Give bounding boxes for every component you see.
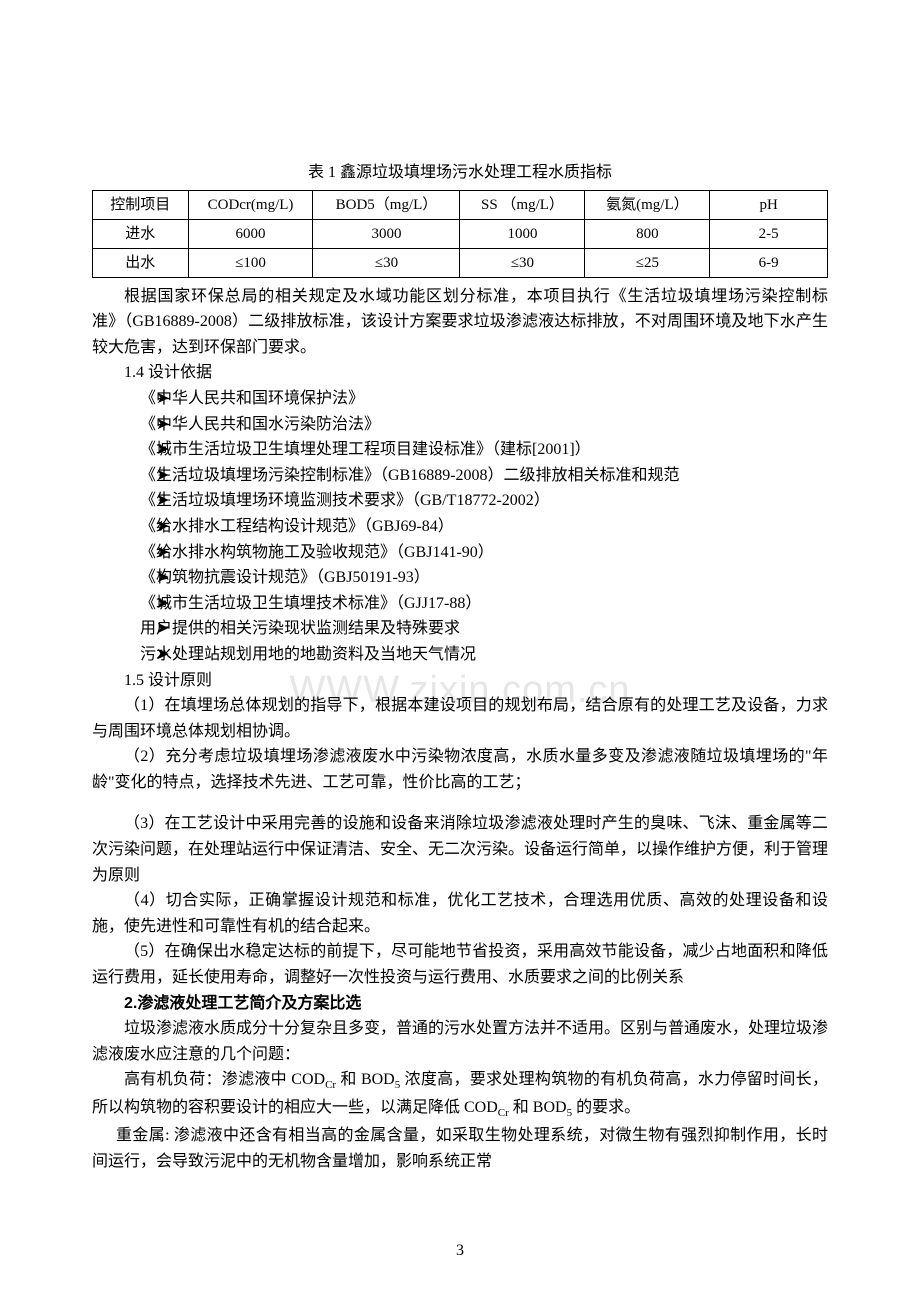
table-cell: ≤25 bbox=[585, 248, 710, 277]
table-header-cell: BOD5（mg/L） bbox=[313, 190, 460, 219]
document-content: 表 1 鑫源垃圾填埋场污水处理工程水质指标 控制项目CODcr(mg/L)BOD… bbox=[92, 160, 828, 1174]
basis-item: ➤《构筑物抗震设计规范》（GBJ50191-93） bbox=[92, 565, 828, 591]
arrow-icon: ➤ bbox=[124, 540, 140, 566]
basis-item-text: 污水处理站规划用地的地勘资料及当地天气情况 bbox=[140, 646, 476, 663]
basis-item: ➤《给水排水工程结构设计规范》（GBJ69-84） bbox=[92, 514, 828, 540]
section2-paragraph-2: 高有机负荷：渗滤液中 CODCr 和 BOD5 浓度高，要求处理构筑物的有机负荷… bbox=[92, 1067, 828, 1123]
arrow-icon: ➤ bbox=[124, 488, 140, 514]
section2-paragraph-3: 重金属: 渗滤液中还含有相当高的金属含量，如采取生物处理系统，对微生物有强烈抑制… bbox=[92, 1123, 828, 1174]
principle-item: （5）在确保出水稳定达标的前提下，尽可能地节省投资，采用高效节能设备，减少占地面… bbox=[92, 939, 828, 990]
arrow-icon: ➤ bbox=[124, 616, 140, 642]
table-cell: 6-9 bbox=[710, 248, 828, 277]
basis-item: ➤污水处理站规划用地的地勘资料及当地天气情况 bbox=[92, 642, 828, 668]
table-cell: 进水 bbox=[93, 219, 189, 248]
design-basis-list: ➤《中华人民共和国环境保护法》➤《中华人民共和国水污染防治法》➤《城市生活垃圾卫… bbox=[92, 386, 828, 668]
basis-item: ➤《中华人民共和国水污染防治法》 bbox=[92, 412, 828, 438]
principle-item: （2）充分考虑垃圾填埋场渗滤液废水中污染物浓度高，水质水量多变及渗滤液随垃圾填埋… bbox=[92, 744, 828, 795]
text-span: 高有机负荷：渗滤液中 COD bbox=[124, 1071, 325, 1088]
basis-item: ➤《生活垃圾填埋场污染控制标准》（GB16889-2008）二级排放相关标准和规… bbox=[92, 463, 828, 489]
arrow-icon: ➤ bbox=[124, 565, 140, 591]
water-quality-table: 控制项目CODcr(mg/L)BOD5（mg/L）SS （mg/L）氨氮(mg/… bbox=[92, 190, 828, 278]
table-cell: 2-5 bbox=[710, 219, 828, 248]
basis-item-text: 《生活垃圾填埋场污染控制标准》（GB16889-2008）二级排放相关标准和规范 bbox=[140, 467, 680, 484]
table-cell: 6000 bbox=[188, 219, 313, 248]
table-cell: 1000 bbox=[460, 219, 585, 248]
arrow-icon: ➤ bbox=[124, 514, 140, 540]
basis-item: ➤《中华人民共和国环境保护法》 bbox=[92, 386, 828, 412]
basis-item: ➤用户提供的相关污染现状监测结果及特殊要求 bbox=[92, 616, 828, 642]
table-cell: 3000 bbox=[313, 219, 460, 248]
basis-item-text: 《中华人民共和国环境保护法》 bbox=[140, 390, 364, 407]
arrow-icon: ➤ bbox=[124, 591, 140, 617]
basis-item: ➤《生活垃圾填埋场环境监测技术要求》（GB/T18772-2002） bbox=[92, 488, 828, 514]
text-span: 和 BOD bbox=[336, 1071, 395, 1088]
heading-1-5: 1.5 设计原则 bbox=[92, 668, 828, 694]
section2-paragraph-1: 垃圾渗滤液水质成分十分复杂且多变，普通的污水处置方法并不适用。区别与普通废水，处… bbox=[92, 1016, 828, 1067]
table-header-cell: SS （mg/L） bbox=[460, 190, 585, 219]
table-cell: ≤100 bbox=[188, 248, 313, 277]
basis-item: ➤《城市生活垃圾卫生填埋技术标准》（GJJ17-88） bbox=[92, 591, 828, 617]
page-number: 3 bbox=[0, 1238, 920, 1264]
arrow-icon: ➤ bbox=[124, 386, 140, 412]
heading-1-4: 1.4 设计依据 bbox=[92, 360, 828, 386]
principle-item: （3）在工艺设计中采用完善的设施和设备来消除垃圾渗滤液处理时产生的臭味、飞沫、重… bbox=[92, 811, 828, 888]
table-header-cell: pH bbox=[710, 190, 828, 219]
subscript-cr: Cr bbox=[498, 1107, 509, 1119]
table-cell: 800 bbox=[585, 219, 710, 248]
table-row: 进水6000300010008002-5 bbox=[93, 219, 828, 248]
basis-item-text: 《给水排水工程结构设计规范》（GBJ69-84） bbox=[140, 518, 454, 535]
principle-item: （4）切合实际，正确掌握设计规范和标准，优化工艺技术，合理选用优质、高效的处理设… bbox=[92, 888, 828, 939]
basis-item-text: 《城市生活垃圾卫生填埋技术标准》（GJJ17-88） bbox=[140, 595, 481, 612]
basis-item: ➤《给水排水构筑物施工及验收规范》（GBJ141-90） bbox=[92, 540, 828, 566]
principle-item: （1）在填埋场总体规划的指导下，根据本建设项目的规划布局，结合原有的处理工艺及设… bbox=[92, 693, 828, 744]
basis-item-text: 《生活垃圾填埋场环境监测技术要求》（GB/T18772-2002） bbox=[140, 492, 550, 509]
design-principles-list: （1）在填埋场总体规划的指导下，根据本建设项目的规划布局，结合原有的处理工艺及设… bbox=[92, 693, 828, 991]
subscript-cr: Cr bbox=[325, 1080, 336, 1092]
basis-item: ➤《城市生活垃圾卫生填埋处理工程项目建设标准》（建标[2001]） bbox=[92, 437, 828, 463]
table-row: 出水≤100≤30≤30≤256-9 bbox=[93, 248, 828, 277]
basis-item-text: 《城市生活垃圾卫生填埋处理工程项目建设标准》（建标[2001]） bbox=[140, 441, 591, 458]
arrow-icon: ➤ bbox=[124, 642, 140, 668]
table-body: 进水6000300010008002-5出水≤100≤30≤30≤256-9 bbox=[93, 219, 828, 277]
basis-item-text: 《构筑物抗震设计规范》（GBJ50191-93） bbox=[140, 569, 430, 586]
table-cell: 出水 bbox=[93, 248, 189, 277]
basis-item-text: 用户提供的相关污染现状监测结果及特殊要求 bbox=[140, 620, 460, 637]
paragraph-after-table: 根据国家环保总局的相关规定及水域功能区划分标准，本项目执行《生活垃圾填埋场污染控… bbox=[92, 284, 828, 361]
arrow-icon: ➤ bbox=[124, 412, 140, 438]
table-header-cell: 氨氮(mg/L） bbox=[585, 190, 710, 219]
table-cell: ≤30 bbox=[313, 248, 460, 277]
table-header-cell: 控制项目 bbox=[93, 190, 189, 219]
arrow-icon: ➤ bbox=[124, 437, 140, 463]
arrow-icon: ➤ bbox=[124, 463, 140, 489]
table-header-row: 控制项目CODcr(mg/L)BOD5（mg/L）SS （mg/L）氨氮(mg/… bbox=[93, 190, 828, 219]
table-caption: 表 1 鑫源垃圾填埋场污水处理工程水质指标 bbox=[92, 160, 828, 186]
text-span: 的要求。 bbox=[572, 1099, 640, 1116]
table-cell: ≤30 bbox=[460, 248, 585, 277]
basis-item-text: 《给水排水构筑物施工及验收规范》（GBJ141-90） bbox=[140, 544, 494, 561]
heading-2: 2.渗滤液处理工艺简介及方案比选 bbox=[92, 991, 828, 1017]
table-header-cell: CODcr(mg/L) bbox=[188, 190, 313, 219]
text-span: 和 BOD bbox=[509, 1099, 567, 1116]
basis-item-text: 《中华人民共和国水污染防治法》 bbox=[140, 416, 380, 433]
